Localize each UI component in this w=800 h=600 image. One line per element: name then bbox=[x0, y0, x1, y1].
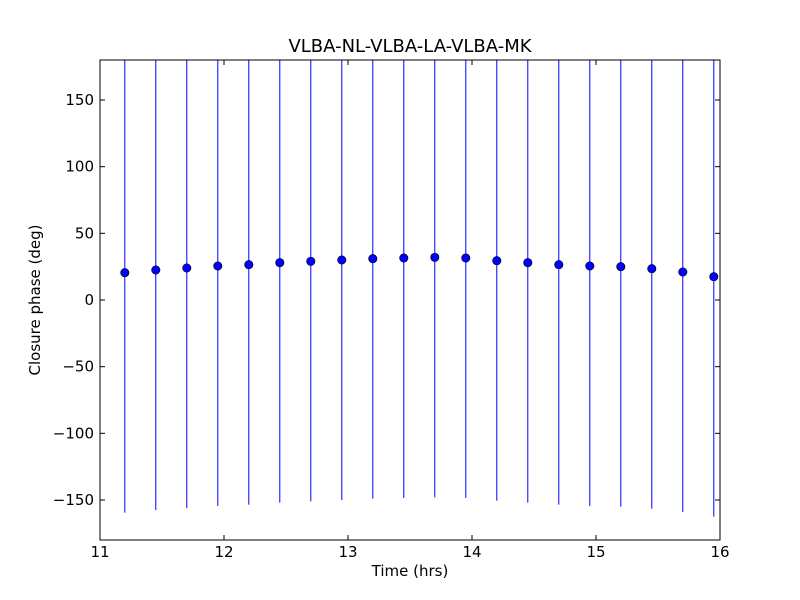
data-point bbox=[430, 252, 440, 262]
data-point bbox=[523, 258, 533, 268]
data-point bbox=[213, 261, 223, 271]
data-point bbox=[616, 262, 626, 272]
data-point bbox=[275, 258, 285, 268]
data-point bbox=[678, 267, 688, 277]
plot-frame bbox=[99, 59, 721, 541]
chart-title: VLBA-NL-VLBA-LA-VLBA-MK bbox=[288, 36, 532, 57]
x-tick-label: 11 bbox=[90, 543, 109, 561]
x-tick-label: 16 bbox=[710, 543, 729, 561]
data-point bbox=[151, 265, 161, 275]
x-tick-label: 14 bbox=[462, 543, 481, 561]
error-bars bbox=[124, 60, 715, 517]
y-tick-label: 0 bbox=[84, 291, 94, 309]
data-point bbox=[306, 256, 316, 266]
plot-area bbox=[100, 60, 720, 540]
x-tick-label: 13 bbox=[338, 543, 357, 561]
data-point bbox=[244, 260, 254, 270]
data-point bbox=[492, 256, 502, 266]
data-point bbox=[647, 264, 657, 274]
data-point bbox=[461, 253, 471, 263]
y-tick-label: −100 bbox=[53, 424, 94, 442]
y-tick-label: 150 bbox=[65, 91, 94, 109]
data-point bbox=[120, 268, 130, 278]
x-axis-label: Time (hrs) bbox=[371, 562, 449, 580]
x-tick-label: 12 bbox=[214, 543, 233, 561]
y-axis-label: Closure phase (deg) bbox=[26, 225, 44, 376]
data-point bbox=[709, 272, 719, 282]
y-tick-label: 100 bbox=[65, 158, 94, 176]
y-tick-label: −50 bbox=[62, 358, 94, 376]
y-tick-label: 50 bbox=[75, 224, 94, 242]
x-tick-label: 15 bbox=[586, 543, 605, 561]
data-points bbox=[120, 252, 719, 282]
data-point bbox=[337, 255, 347, 265]
data-point bbox=[399, 253, 409, 263]
data-point bbox=[554, 260, 564, 270]
axis-ticks: 11 12 13 14 15 16 −150 −100 −50 0 50 100 150 bbox=[53, 60, 730, 561]
data-point bbox=[182, 263, 192, 273]
data-point bbox=[368, 254, 378, 264]
data-point bbox=[585, 261, 595, 271]
y-tick-label: −150 bbox=[53, 491, 94, 509]
